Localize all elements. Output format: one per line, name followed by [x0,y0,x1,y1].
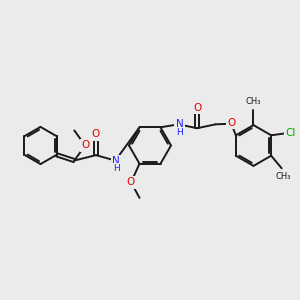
Text: Cl: Cl [285,128,295,138]
Text: O: O [81,140,89,151]
Text: H: H [176,128,183,137]
Text: CH₃: CH₃ [275,172,291,182]
Text: N: N [112,156,120,166]
Text: O: O [92,129,100,140]
Text: N: N [176,119,183,129]
Text: O: O [227,118,236,128]
Text: O: O [193,103,201,112]
Text: O: O [126,177,135,187]
Text: CH₃: CH₃ [246,97,261,106]
Text: H: H [113,164,120,173]
